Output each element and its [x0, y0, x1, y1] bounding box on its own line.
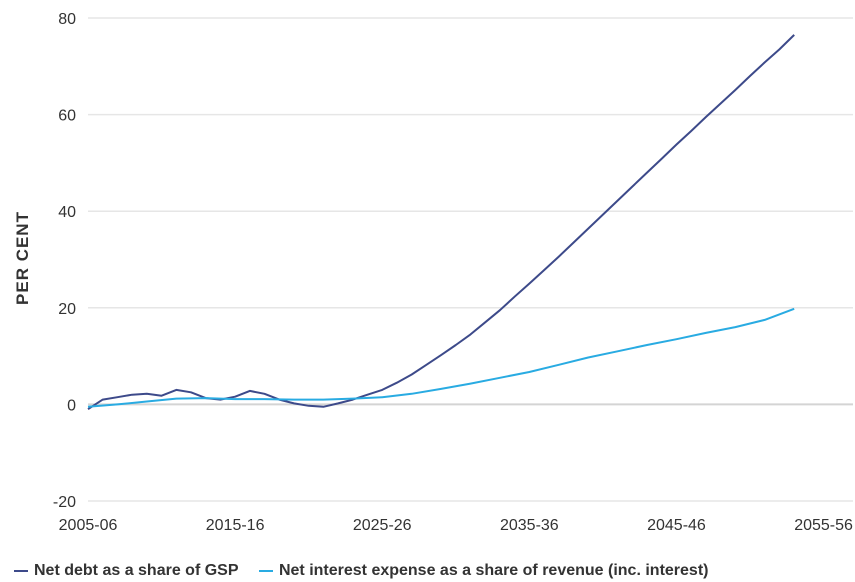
y-tick-label: 0	[67, 397, 76, 414]
legend-label-net-interest: Net interest expense as a share of reven…	[278, 562, 709, 579]
x-tick-label: 2015-16	[206, 517, 265, 534]
y-tick-labels: -20 0 20 40 60 80	[53, 11, 76, 511]
x-tick-label: 2035-36	[500, 517, 559, 534]
y-tick-label: 40	[58, 204, 76, 221]
legend-label-net-debt: Net debt as a share of GSP	[34, 562, 239, 579]
y-tick-label: 60	[58, 108, 76, 125]
x-tick-labels: 2005-06 2015-16 2025-26 2035-36 2045-46 2055-…	[59, 517, 853, 534]
legend-item-net-debt: Net debt as a share of GSP	[14, 562, 239, 580]
y-tick-label: 20	[58, 301, 76, 318]
legend-item-net-interest: Net interest expense as a share of reven…	[258, 562, 709, 580]
legend-swatch-net-interest	[258, 570, 273, 572]
y-axis-label: PER CENT	[13, 211, 32, 305]
x-tick-label: 2045-46	[647, 517, 706, 534]
chart: -20 0 20 40 60 80 2005-06 2015-16 2025-26 2035-3…	[13, 11, 853, 534]
legend: Net debt as a share of GSP Net interest …	[14, 559, 724, 580]
x-tick-label: 2025-26	[353, 517, 412, 534]
y-tick-label: 80	[58, 11, 76, 28]
x-tick-label: 2005-06	[59, 517, 118, 534]
legend-swatch-net-debt	[14, 570, 28, 572]
series-lines	[87, 34, 795, 411]
series-line-1	[87, 307, 795, 408]
series-line-0	[87, 34, 795, 411]
y-tick-label: -20	[53, 494, 76, 511]
gridlines	[88, 17, 853, 502]
x-tick-label: 2055-56	[794, 517, 853, 534]
